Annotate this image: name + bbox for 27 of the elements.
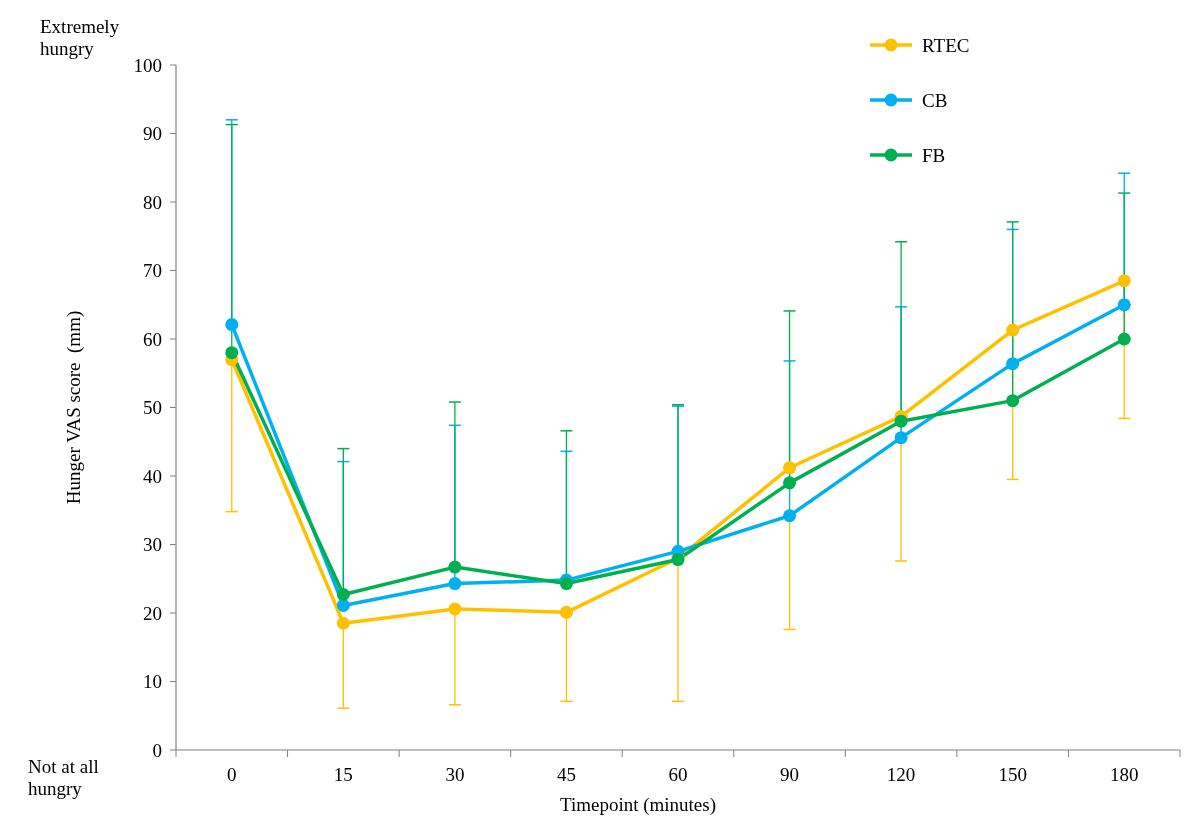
x-tick-label: 15	[333, 764, 353, 785]
y-tick-label: 60	[143, 328, 162, 350]
y-tick-label: 90	[143, 123, 162, 145]
x-tick-label: 60	[668, 764, 688, 785]
y-tick-label: 50	[143, 397, 162, 419]
y-tick-label: 0	[152, 739, 162, 761]
text: Extremely hungry	[40, 16, 120, 60]
x-axis-title: Timepoint (minutes)	[559, 794, 717, 816]
text: Not at all hungry	[28, 756, 99, 800]
x-tick-label: 180	[1109, 764, 1139, 785]
x-tick-label: 120	[886, 764, 916, 785]
x-tick-label: 150	[998, 764, 1027, 785]
x-tick-label: 30	[445, 764, 465, 785]
y-tick-label: 70	[143, 260, 162, 282]
y-tick-label: 20	[143, 602, 162, 624]
y-axis-title: Hunger VAS score (mm)	[63, 310, 85, 505]
y-tick-label: 40	[143, 465, 162, 487]
x-tick-label: 45	[556, 764, 576, 785]
y-tick-label: 30	[143, 534, 162, 556]
y-tick-label: 80	[143, 191, 162, 213]
legend-label: FB	[922, 144, 946, 166]
x-tick-label: 90	[780, 764, 800, 785]
legend-label: CB	[922, 89, 948, 111]
x-tick-label: 0	[227, 764, 237, 785]
y-tick-label: 100	[133, 54, 162, 76]
legend-label: RTEC	[922, 34, 970, 56]
y-tick-label: 10	[143, 671, 162, 693]
